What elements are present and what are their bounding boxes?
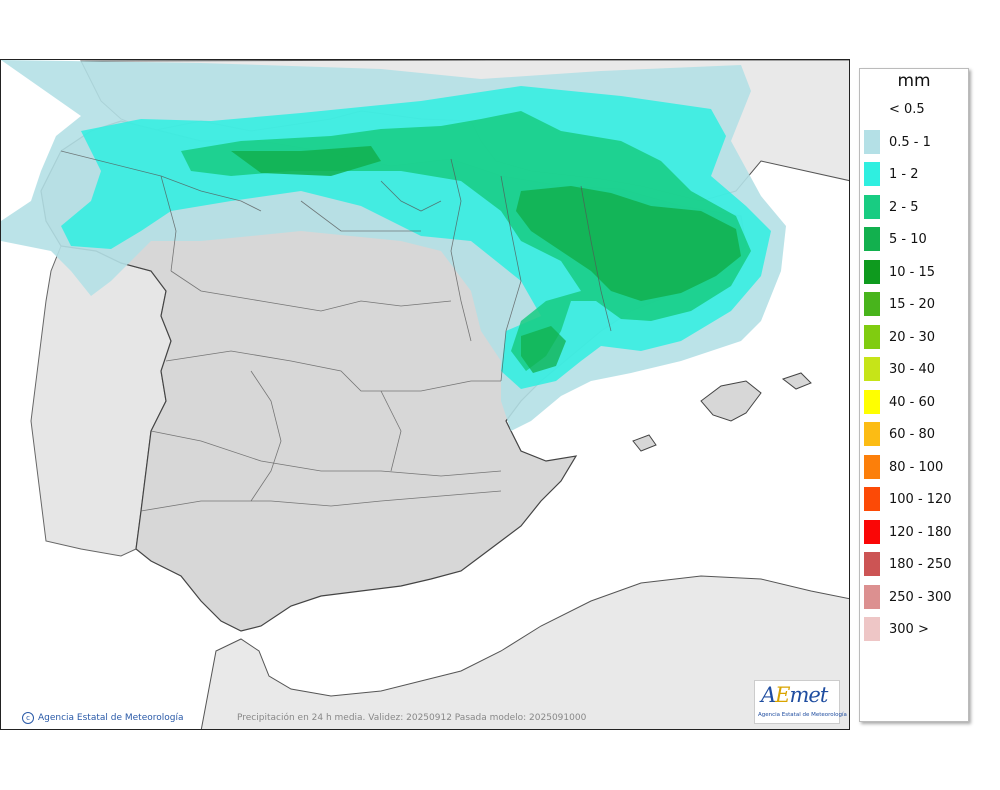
legend-swatch xyxy=(864,617,880,641)
legend-swatch xyxy=(864,422,880,446)
legend-swatch xyxy=(864,519,880,544)
ibiza-land xyxy=(632,434,657,452)
legend-item: 0.5 - 1 xyxy=(860,129,968,154)
legend-label: 20 - 30 xyxy=(889,329,936,345)
legend-label: 2 - 5 xyxy=(889,199,919,215)
legend-swatch xyxy=(864,97,880,121)
legend-swatch xyxy=(864,357,880,381)
africa-land xyxy=(200,575,849,729)
legend-swatch xyxy=(864,292,880,316)
legend-item: 100 - 120 xyxy=(860,487,968,511)
legend-label: 30 - 40 xyxy=(889,362,936,377)
legend-label: 180 - 250 xyxy=(889,557,952,572)
legend-item: 5 - 10 xyxy=(860,227,968,251)
legend-label: 40 - 60 xyxy=(889,394,936,410)
map-caption: Precipitación en 24 h media. Validez: 20… xyxy=(237,713,587,723)
legend-item: 15 - 20 xyxy=(860,292,968,316)
legend-label: < 0.5 xyxy=(889,102,925,117)
legend-swatch xyxy=(864,259,880,284)
legend-label: 60 - 80 xyxy=(889,427,936,442)
precip-5-10-area-catalonia xyxy=(516,186,741,301)
aemet-logo-subtitle: Agencia Estatal de Meteorología xyxy=(758,712,847,718)
legend-item: 20 - 30 xyxy=(860,324,968,349)
legend-swatch xyxy=(864,227,880,251)
legend-label: 1 - 2 xyxy=(889,167,919,182)
precipitation-legend: mm < 0.5 0.5 - 1 1 - 2 2 - 5 5 - 10 10 - 15 15… xyxy=(859,68,969,722)
menorca-land xyxy=(781,372,812,390)
map-canvas xyxy=(1,60,849,729)
legend-swatch xyxy=(864,584,880,609)
legend-item: 80 - 100 xyxy=(860,454,968,479)
legend-item: 300 > xyxy=(860,617,968,641)
legend-item: 180 - 250 xyxy=(860,552,968,576)
legend-label: 300 > xyxy=(889,622,929,637)
legend-item: 30 - 40 xyxy=(860,357,968,381)
legend-item: 2 - 5 xyxy=(860,194,968,219)
legend-item: 40 - 60 xyxy=(860,389,968,414)
precip-2-5-area xyxy=(181,111,751,371)
legend-swatch xyxy=(864,129,880,154)
aemet-logo-wordmark: AEmet xyxy=(761,683,828,707)
legend-item: 120 - 180 xyxy=(860,519,968,544)
legend-swatch xyxy=(864,454,880,479)
legend-label: 15 - 20 xyxy=(889,297,936,312)
legend-swatch xyxy=(864,552,880,576)
legend-swatch xyxy=(864,487,880,511)
legend-label: 120 - 180 xyxy=(889,524,952,540)
legend-label: 80 - 100 xyxy=(889,459,944,475)
mallorca-land xyxy=(700,380,762,422)
precip-5-10-area-cantabria xyxy=(231,146,381,176)
precipitation-map xyxy=(0,59,850,730)
legend-label: 5 - 10 xyxy=(889,232,927,247)
legend-item: 60 - 80 xyxy=(860,422,968,446)
legend-label: 100 - 120 xyxy=(889,492,952,507)
legend-swatch xyxy=(864,324,880,349)
aemet-logo: AEmet Agencia Estatal de Meteorología xyxy=(754,680,847,724)
legend-swatch xyxy=(864,194,880,219)
legend-unit: mm xyxy=(897,71,931,91)
legend-swatch xyxy=(864,162,880,186)
region-borders xyxy=(60,150,612,512)
legend-item: < 0.5 xyxy=(860,97,968,121)
agency-credit-text: Agencia Estatal de Meteorología xyxy=(38,713,184,723)
legend-label: 10 - 15 xyxy=(889,264,936,280)
legend-label: 250 - 300 xyxy=(889,589,952,605)
legend-item: 10 - 15 xyxy=(860,259,968,284)
legend-item: 1 - 2 xyxy=(860,162,968,186)
legend-label: 0.5 - 1 xyxy=(889,134,931,150)
copyright-icon: c xyxy=(22,712,34,724)
legend-item: 250 - 300 xyxy=(860,584,968,609)
legend-swatch xyxy=(864,389,880,414)
agency-credit: c Agencia Estatal de Meteorología xyxy=(22,712,184,724)
precip-5-10-area-teruel xyxy=(521,326,566,373)
